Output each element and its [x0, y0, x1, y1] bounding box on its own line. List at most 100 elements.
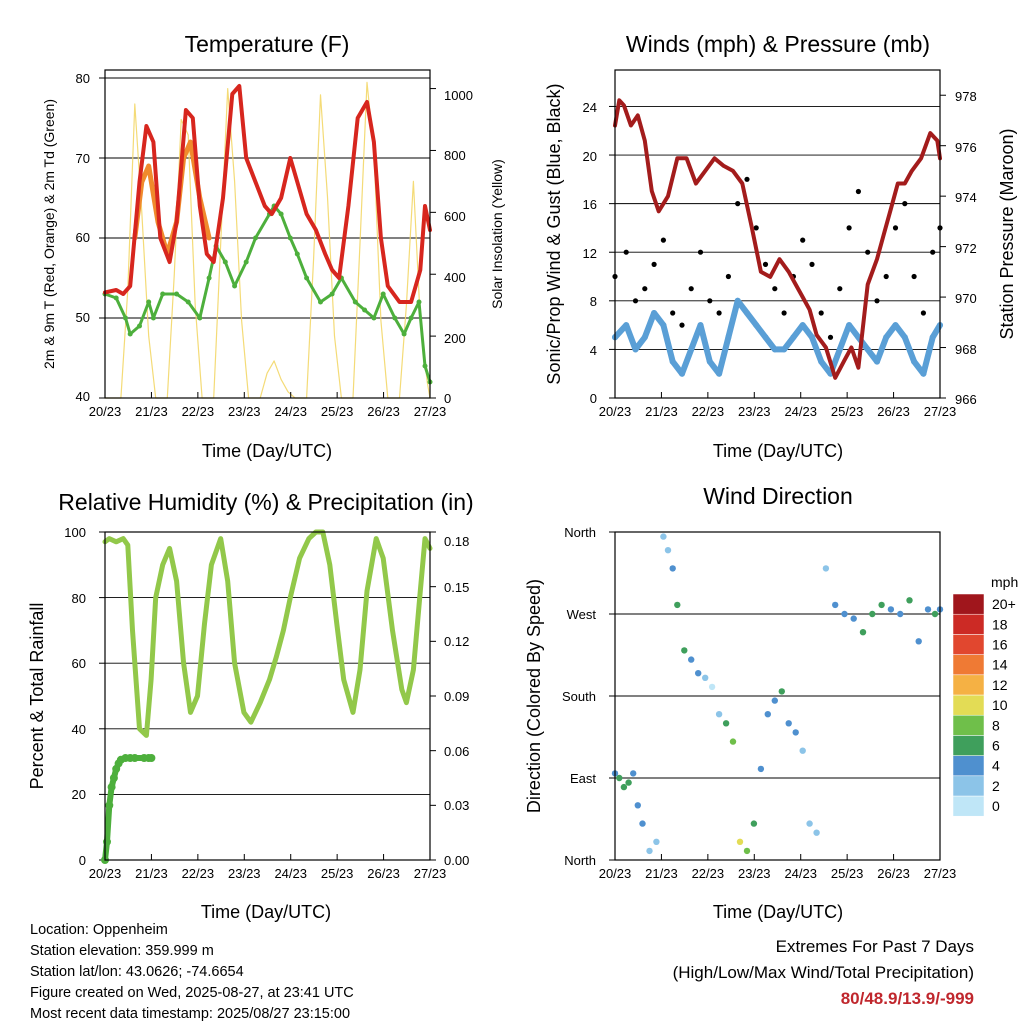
x-tick-label: 20/23: [89, 404, 122, 419]
y-right-tick-label: 0.15: [444, 580, 469, 595]
gust-point: [623, 249, 629, 255]
y-right-tick-label: 0.06: [444, 744, 469, 759]
legend-swatch: [952, 593, 985, 615]
temp-2m-line: [103, 84, 432, 304]
direction-point: [634, 802, 641, 809]
y-tick-label: 60: [76, 230, 90, 245]
wind-point: [632, 346, 639, 353]
direction-point: [799, 747, 806, 754]
direction-ticks: North East South West North: [562, 525, 596, 868]
temperature-y-label: 2m & 9m T (Red, Orange) & 2m Td (Green): [41, 99, 57, 369]
x-tick-label: 23/23: [738, 866, 771, 881]
legend-swatch: [952, 694, 985, 716]
wind-point: [809, 334, 815, 341]
winds-x-label: Time (Day/UTC): [713, 441, 843, 461]
gust-point: [818, 310, 824, 316]
gust-point: [735, 201, 741, 207]
x-tick-label: 24/23: [274, 866, 307, 881]
x-tick-label: 24/23: [274, 404, 307, 419]
x-tick-label: 27/23: [924, 866, 957, 881]
winds-plot-frame: [614, 69, 941, 399]
dewpoint-point: [113, 295, 119, 301]
rh-series: [102, 529, 433, 738]
direction-point: [897, 610, 904, 618]
gust-point: [930, 249, 936, 255]
legend-swatch: [952, 735, 985, 756]
x-tick-label: 24/23: [784, 866, 817, 881]
legend-label: 18: [992, 616, 1008, 632]
direction-point: [660, 533, 667, 540]
temperature-panel: Temperature (F) 40 50 60 70 80 0 200 400…: [41, 31, 505, 461]
recent-text: Most recent data timestamp: 2025/08/27 2…: [30, 1006, 351, 1022]
dewpoint-point: [206, 275, 212, 281]
y-tick-label: North: [564, 853, 596, 868]
dewpoint-point: [352, 299, 358, 305]
legend-label: 20+: [992, 596, 1016, 612]
temperature-ticks: 40 50 60 70 80 0 200 400 600 800 1000: [76, 71, 473, 406]
wind-point: [892, 322, 899, 329]
y-right-tick-label: 972: [955, 241, 977, 256]
y-tick-label: 100: [64, 525, 86, 540]
direction-point: [757, 765, 765, 773]
direction-point: [915, 638, 922, 645]
y-tick-label: 0: [79, 853, 86, 868]
x-tick-label: 26/23: [367, 404, 400, 419]
gust-point: [688, 286, 694, 292]
legend-swatch: [952, 674, 985, 696]
gust-point: [679, 322, 685, 328]
wind-point: [688, 346, 695, 353]
direction-point: [887, 606, 895, 613]
temp-2m-series: [103, 84, 432, 304]
gust-point: [920, 310, 927, 316]
legend-label: 8: [992, 717, 1000, 733]
legend-label: 10: [992, 697, 1008, 713]
gust-point: [660, 237, 667, 243]
y-tick-label: 50: [76, 310, 90, 325]
y-tick-label: 40: [76, 389, 90, 404]
x-tick-label: 22/23: [692, 404, 725, 419]
x-tick-label: 23/23: [738, 404, 771, 419]
direction-point: [764, 711, 771, 718]
dewpoint-point: [371, 315, 377, 321]
gust-point: [883, 273, 889, 280]
elevation-text: Station elevation: 359.999 m: [30, 943, 214, 959]
direction-point: [778, 688, 785, 695]
gust-point: [632, 298, 639, 304]
x-tick-label: 26/23: [367, 866, 400, 881]
dewpoint-point: [408, 315, 414, 321]
legend-label: 16: [992, 637, 1008, 653]
extremes-subheading: (High/Low/Max Wind/Total Precipitation): [672, 963, 974, 982]
direction-point: [681, 647, 688, 654]
y-tick-label: 20: [72, 787, 86, 802]
dewpoint-point: [253, 235, 258, 241]
y-tick-label: South: [562, 689, 596, 704]
y-right-tick-label: 0.00: [444, 853, 469, 868]
dewpoint-point: [222, 259, 228, 265]
gust-point: [911, 273, 917, 280]
direction-point: [841, 610, 848, 618]
dewpoint-point: [174, 291, 180, 297]
winds-panel: Winds (mph) & Pressure (mb) 0 4 8 12 16 …: [544, 31, 1017, 461]
legend-label: 4: [992, 758, 1000, 774]
dewpoint-point: [185, 299, 191, 305]
direction-point: [924, 606, 932, 613]
y-right-tick-label: 600: [444, 209, 466, 224]
direction-point: [729, 738, 737, 745]
y-right-tick-label: 976: [955, 140, 977, 155]
gust-point: [837, 286, 843, 292]
x-tick-label: 22/23: [182, 404, 215, 419]
winds-gridlines: [609, 94, 946, 399]
gust-point: [865, 249, 871, 255]
gust-point: [697, 249, 704, 255]
wind-point: [641, 334, 648, 341]
x-tick-label: 25/23: [831, 404, 864, 419]
y-tick-label: 16: [583, 197, 597, 212]
direction-point: [906, 597, 913, 604]
wind-point: [929, 334, 936, 341]
direction-point: [813, 829, 820, 836]
x-tick-labels: 20/23 21/23 22/23 23/23 24/23 25/23 26/23 27/23…: [89, 392, 957, 881]
dewpoint-point: [304, 275, 310, 281]
direction-point: [931, 610, 939, 618]
y-tick-label: 60: [72, 656, 86, 671]
legend-swatch: [952, 775, 985, 797]
